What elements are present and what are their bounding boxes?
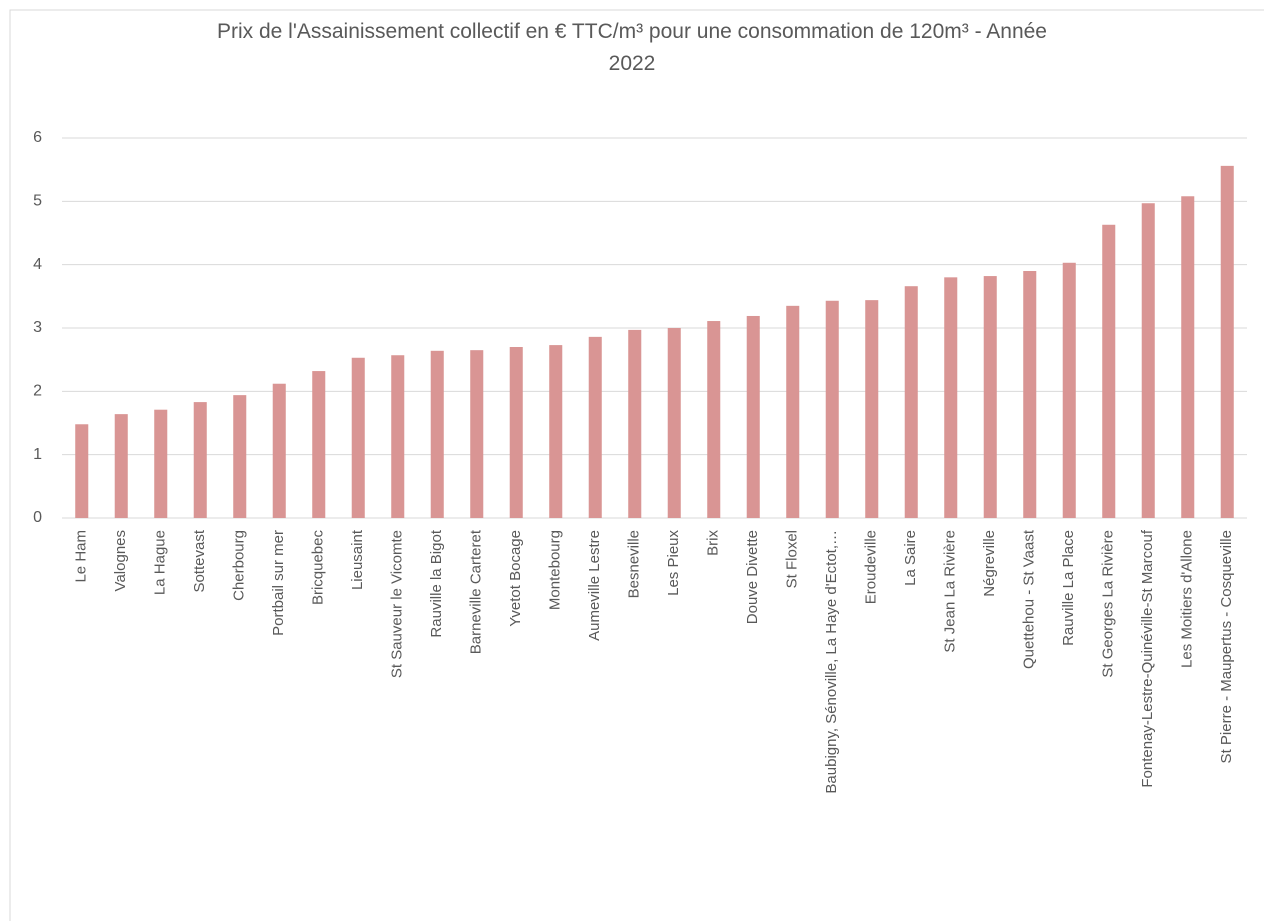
x-tick-label: Bricquebec — [310, 530, 327, 606]
x-tick-label: St Floxel — [784, 530, 801, 588]
bar — [272, 383, 286, 518]
x-tick-label: Quettehou - St Vaast — [1021, 529, 1038, 669]
bar — [1023, 271, 1037, 518]
bar — [588, 336, 602, 518]
bar — [944, 277, 958, 518]
x-tick-label: Barneville Carteret — [468, 529, 485, 654]
bar — [746, 315, 760, 518]
x-tick-label: Douve Divette — [744, 530, 761, 624]
x-tick-label: Baubigny, Sénoville, La Haye d'Ectot,… — [823, 530, 840, 794]
bar — [667, 328, 681, 518]
x-tick-label: Le Ham — [73, 530, 90, 583]
bar — [628, 329, 642, 518]
x-tick-label: Rauville La Place — [1060, 530, 1077, 646]
y-tick-label: 0 — [33, 509, 42, 526]
bar — [1062, 262, 1076, 518]
bar — [904, 286, 918, 518]
bar — [351, 357, 365, 518]
x-tick-label: St Georges La Rivière — [1100, 530, 1117, 678]
y-tick-label: 5 — [33, 193, 42, 210]
bar — [114, 414, 128, 518]
y-tick-label: 1 — [33, 446, 42, 463]
x-tick-label: Brix — [705, 530, 722, 556]
bar — [786, 305, 800, 518]
x-tick-label: Les Moitiers d'Allone — [1179, 530, 1196, 668]
bar — [1102, 224, 1116, 518]
x-tick-label: Eroudeville — [863, 530, 880, 604]
bar — [154, 409, 168, 518]
bar — [1181, 196, 1195, 518]
bar — [312, 371, 326, 518]
x-tick-label: St Jean La Rivière — [942, 530, 959, 653]
x-tick-label: Lieusaint — [349, 529, 366, 590]
chart-border — [9, 9, 1264, 921]
x-tick-label: Négreville — [981, 530, 998, 597]
y-tick-label: 6 — [33, 129, 42, 146]
bar — [983, 276, 997, 518]
bar — [75, 424, 89, 518]
bar — [865, 300, 879, 518]
bar — [549, 345, 563, 518]
bar — [509, 347, 523, 518]
x-tick-label: Besneville — [626, 530, 643, 598]
x-tick-label: Aumeville Lestre — [586, 530, 603, 641]
bar — [470, 350, 484, 518]
x-tick-label: Les Pieux — [665, 530, 682, 596]
y-tick-label: 3 — [33, 319, 42, 336]
x-tick-label: Rauville la Bigot — [428, 529, 445, 637]
x-tick-label: St Pierre - Maupertus - Cosqueville — [1218, 530, 1235, 763]
bar — [193, 402, 207, 518]
bar — [825, 300, 839, 518]
bar — [391, 355, 405, 518]
x-tick-label: Cherbourg — [231, 530, 248, 601]
x-tick-label: Montebourg — [547, 530, 564, 610]
bar — [430, 350, 444, 518]
x-tick-label: Portbail sur mer — [270, 530, 287, 636]
chart-title: Prix de l'Assainissement collectif en € … — [216, 20, 1047, 75]
x-tick-label: St Sauveur le Vicomte — [389, 530, 406, 678]
y-tick-label: 2 — [33, 383, 42, 400]
x-tick-label: La Saire — [902, 530, 919, 586]
bar — [1220, 165, 1234, 518]
bar — [1141, 203, 1155, 518]
x-tick-label: Yvetot Bocage — [507, 530, 524, 627]
x-tick-label: Fontenay-Lestre-Quinéville-St Marcouf — [1139, 529, 1156, 787]
bar — [707, 321, 721, 518]
x-tick-label: Sottevast — [191, 529, 208, 592]
y-tick-label: 4 — [33, 256, 42, 273]
x-tick-label: La Hague — [152, 530, 169, 595]
bar — [233, 395, 247, 518]
x-tick-label: Valognes — [112, 530, 129, 591]
